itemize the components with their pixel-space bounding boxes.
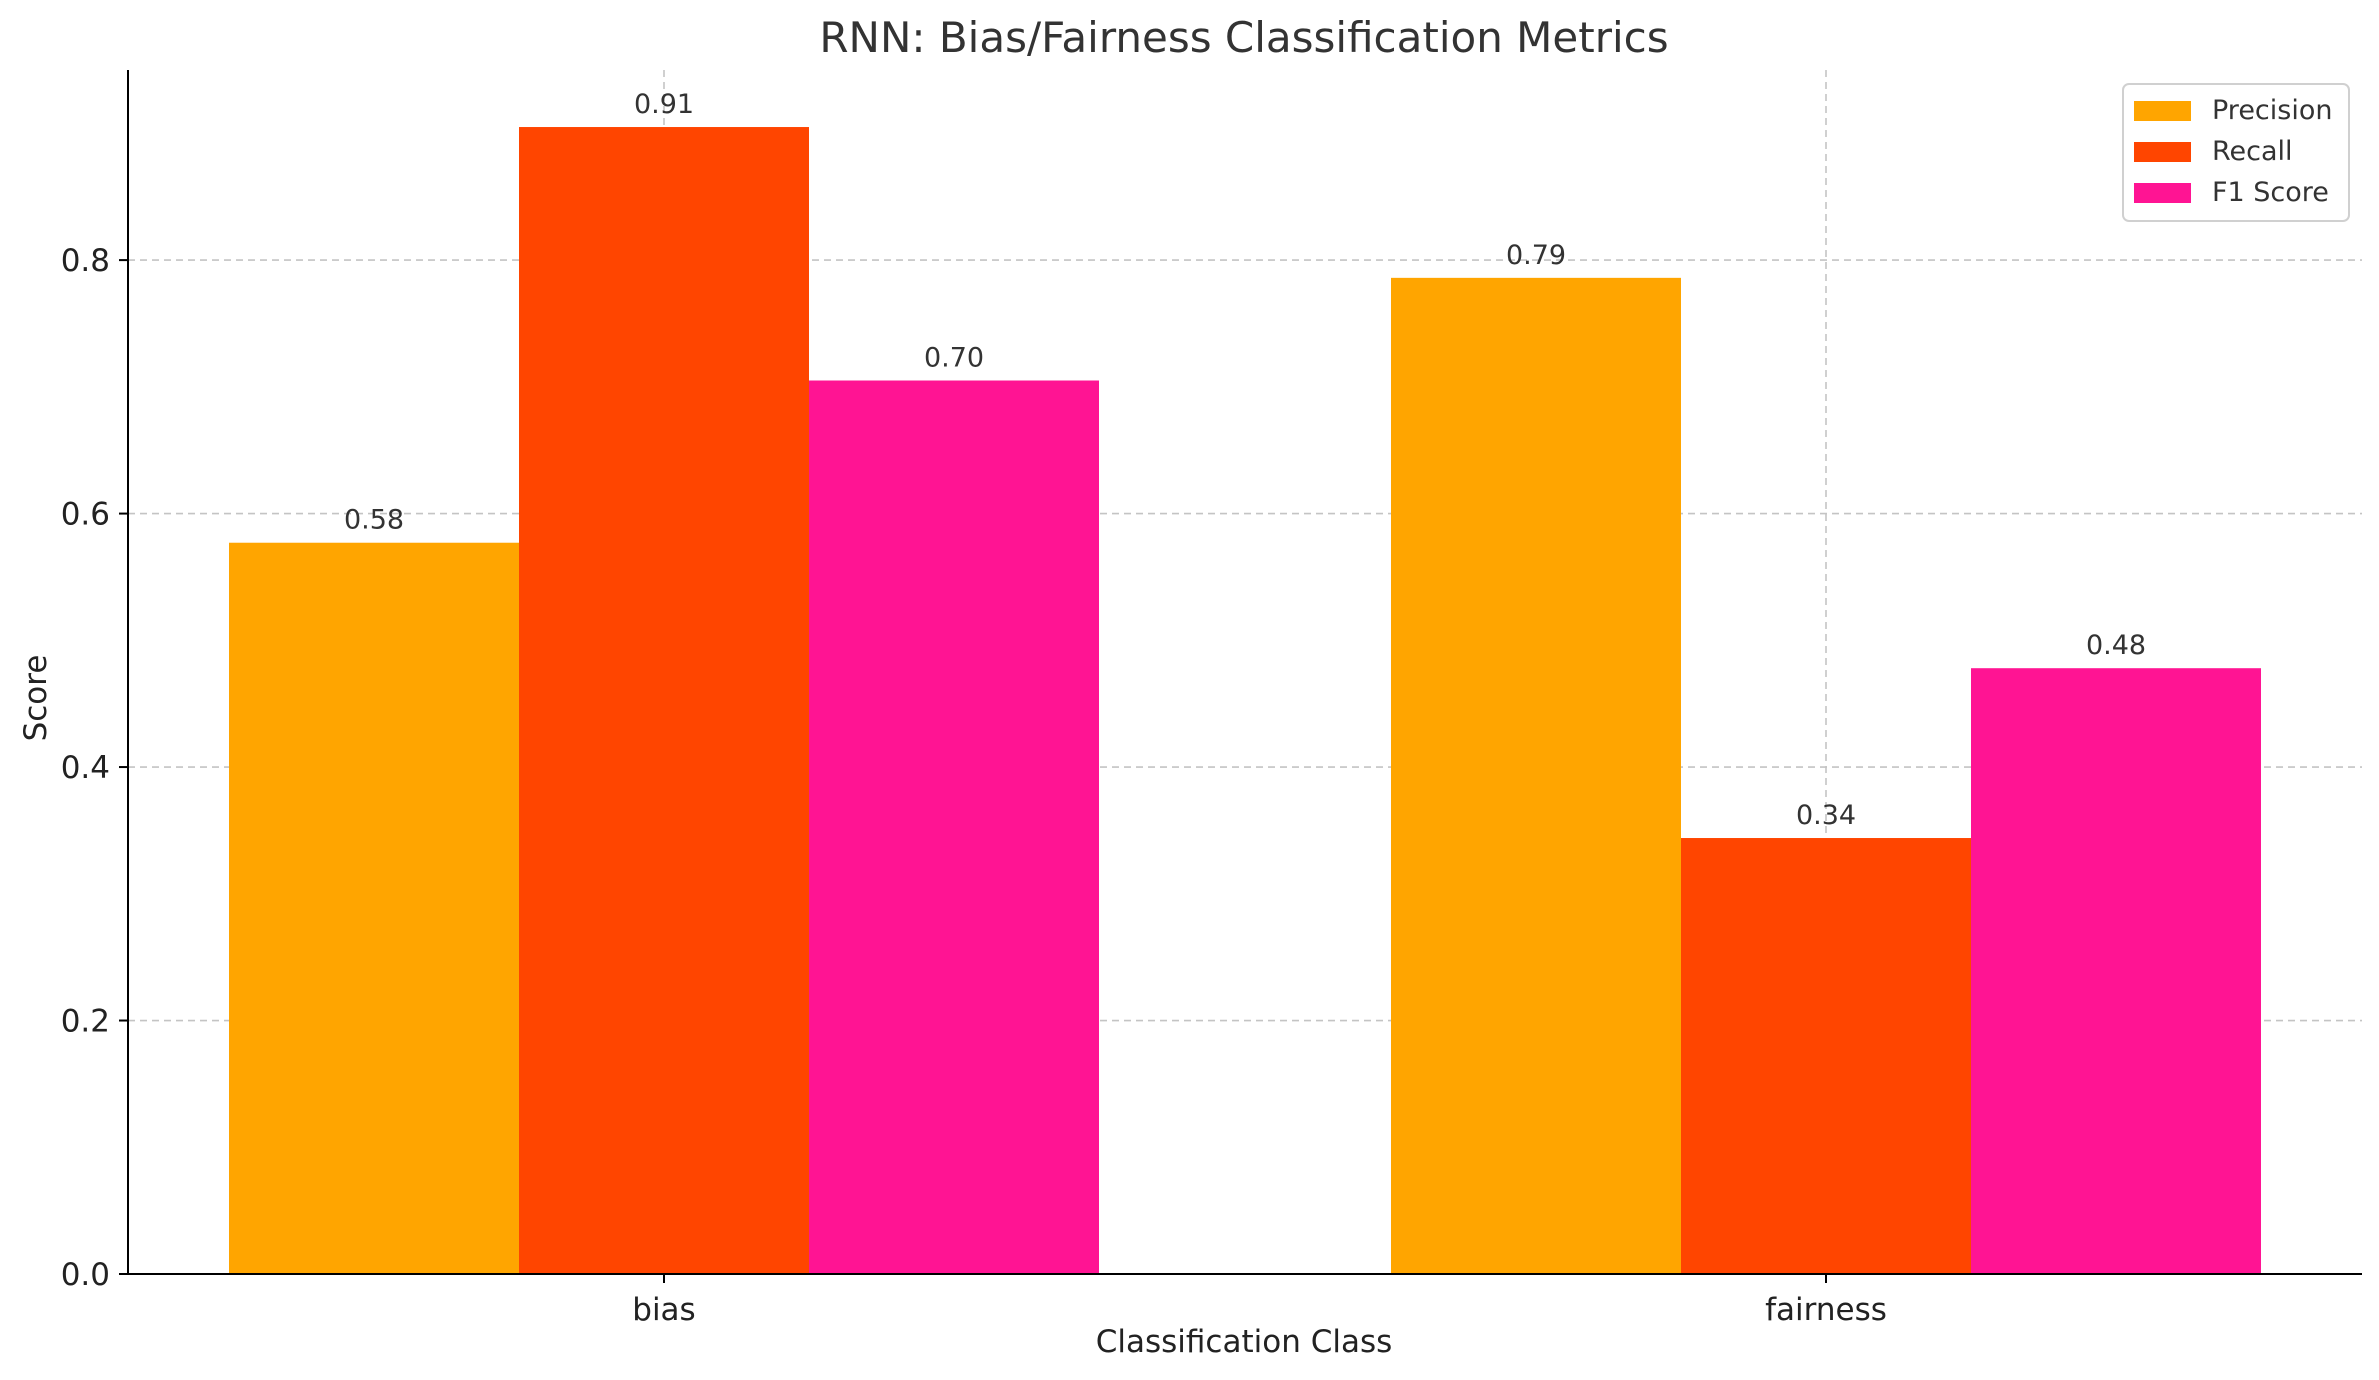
bar-precision-bias xyxy=(229,542,519,1274)
legend-label: Precision xyxy=(2212,95,2332,126)
y-tick-label: 0.2 xyxy=(61,1004,110,1040)
y-tick-label: 0.8 xyxy=(61,243,110,279)
y-tick-label: 0.0 xyxy=(61,1257,110,1293)
bar-layer xyxy=(229,127,2261,1275)
bar-recall-fairness xyxy=(1681,838,1971,1274)
axis-layer: 0.0 0.2 0.4 0.6 0.8 bias fairness xyxy=(61,70,2362,1328)
legend-swatch xyxy=(2134,101,2191,121)
x-tick-label: bias xyxy=(632,1292,695,1328)
chart-title: RNN: Bias/Fairness Classification Metric… xyxy=(819,13,1668,62)
data-label: 0.34 xyxy=(1796,800,1856,831)
legend-swatch xyxy=(2134,142,2191,162)
legend-label: Recall xyxy=(2212,136,2293,167)
legend: Precision Recall F1 Score xyxy=(2122,83,2350,222)
data-label: 0.70 xyxy=(924,343,984,374)
label-layer: 0.58 0.91 0.70 0.79 0.34 0.48 xyxy=(344,89,2146,831)
x-axis-label: Classification Class xyxy=(1096,1324,1393,1360)
y-tick-label: 0.4 xyxy=(61,750,110,786)
bar-recall-bias xyxy=(519,127,809,1274)
data-label: 0.79 xyxy=(1506,240,1566,271)
y-axis-label: Score xyxy=(18,655,54,742)
bar-f1-score-fairness xyxy=(1971,668,2261,1274)
data-label: 0.91 xyxy=(634,89,694,120)
legend-label: F1 Score xyxy=(2212,177,2329,208)
y-tick-label: 0.6 xyxy=(61,497,110,533)
bar-f1-score-bias xyxy=(809,380,1099,1274)
bar-precision-fairness xyxy=(1391,277,1681,1275)
data-label: 0.48 xyxy=(2086,630,2146,661)
x-tick-label: fairness xyxy=(1765,1292,1887,1328)
data-label: 0.58 xyxy=(344,505,404,536)
legend-swatch xyxy=(2134,183,2191,203)
